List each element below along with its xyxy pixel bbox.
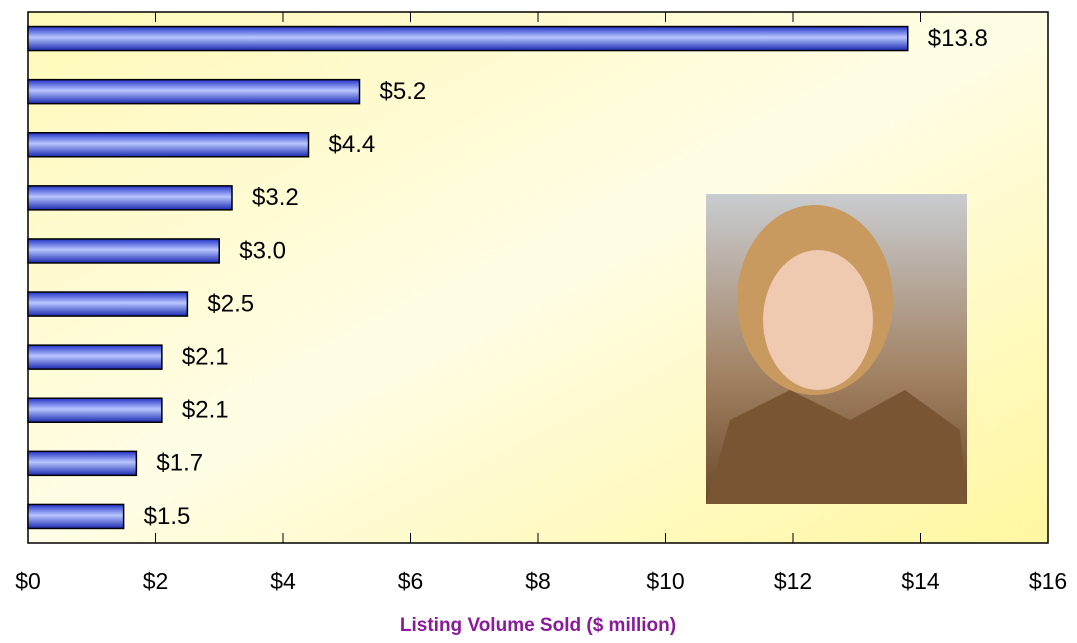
value-label: $3.2 <box>252 184 299 211</box>
value-label: $2.1 <box>182 343 229 370</box>
value-label: $1.7 <box>156 450 203 477</box>
x-tick-label: $0 <box>15 568 41 594</box>
value-label: $2.1 <box>182 397 229 424</box>
x-tick-label: $10 <box>646 568 684 594</box>
x-tick-label: $6 <box>398 568 424 594</box>
value-label: $2.5 <box>207 290 254 317</box>
value-label: $5.2 <box>380 78 427 105</box>
bar <box>27 78 361 105</box>
bar <box>27 185 233 211</box>
bar <box>27 291 189 317</box>
bar <box>27 25 909 52</box>
bar <box>27 450 138 477</box>
value-label: $13.8 <box>928 25 988 52</box>
bar <box>27 238 220 264</box>
value-label: $3.0 <box>239 237 286 264</box>
x-tick-label: $4 <box>270 568 296 594</box>
x-tick-label: $2 <box>143 568 169 594</box>
x-tick-label: $8 <box>525 568 551 594</box>
bar <box>27 344 163 370</box>
bar <box>27 132 310 158</box>
bar <box>27 503 125 530</box>
photo <box>706 194 967 504</box>
value-label: $1.5 <box>144 503 191 530</box>
x-axis-title: Listing Volume Sold ($ million) <box>400 615 676 636</box>
x-tick-label: $12 <box>774 568 812 594</box>
bar <box>27 397 163 423</box>
value-label: $4.4 <box>329 131 376 158</box>
x-tick-label: $16 <box>1029 568 1067 594</box>
x-tick-label: $14 <box>901 568 940 594</box>
